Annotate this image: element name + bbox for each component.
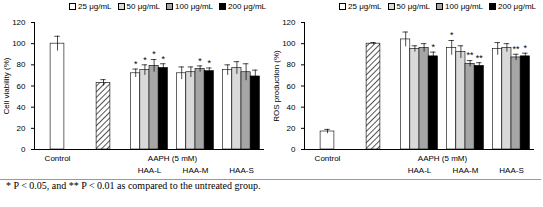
html-text:200 μg/mL: 200 μg/mL [228, 1, 266, 11]
svg-text:20: 20 [17, 124, 26, 133]
svg-text:*: * [143, 55, 147, 65]
svg-text:80: 80 [287, 60, 296, 69]
svg-text:120: 120 [12, 18, 26, 27]
svg-text:120: 120 [282, 18, 296, 27]
svg-text:40: 40 [287, 103, 296, 112]
svg-text:100: 100 [12, 39, 26, 48]
html-text:200 μg/mL: 200 μg/mL [498, 1, 536, 11]
svg-text:**: ** [476, 53, 484, 63]
html-text:25 μg/mL: 25 μg/mL [348, 1, 382, 11]
svg-text:*: * [152, 49, 156, 59]
html-text:50 μg/mL: 50 μg/mL [396, 1, 431, 11]
svg-text:*: * [162, 54, 166, 64]
html-text:50 μg/mL: 50 μg/mL [126, 1, 161, 11]
svg-text:60: 60 [17, 82, 26, 91]
svg-text:Control: Control [315, 154, 341, 163]
svg-text:60: 60 [287, 82, 296, 91]
svg-text:*: * [134, 59, 138, 69]
svg-text:HAA-S: HAA-S [229, 166, 253, 175]
svg-text:0: 0 [291, 145, 296, 154]
html-text:* P < 0.05, and ** P < 0.01 as: * P < 0.05, and ** P < 0.01 as compared … [6, 180, 261, 191]
svg-text:*: * [524, 43, 528, 53]
svg-text:HAA-L: HAA-L [138, 166, 162, 175]
svg-text:HAA-M: HAA-M [453, 166, 479, 175]
svg-text:*: * [450, 30, 454, 40]
svg-text:**: ** [467, 50, 475, 60]
svg-text:100: 100 [282, 39, 296, 48]
svg-text:HAA-S: HAA-S [499, 166, 523, 175]
svg-text:*: * [208, 58, 212, 68]
svg-text:80: 80 [17, 60, 26, 69]
svg-text:Control: Control [45, 154, 71, 163]
html-text:100 μg/mL: 100 μg/mL [175, 1, 213, 11]
svg-text:*: * [432, 42, 436, 52]
svg-text:**: ** [513, 44, 521, 54]
html-text:25 μg/mL: 25 μg/mL [78, 1, 112, 11]
svg-text:ROS production (%): ROS production (%) [272, 50, 281, 122]
svg-text:AAPH (5 mM): AAPH (5 mM) [148, 154, 198, 163]
svg-text:HAA-L: HAA-L [408, 166, 432, 175]
svg-text:40: 40 [17, 103, 26, 112]
svg-text:Cell viability (%): Cell viability (%) [2, 57, 11, 114]
html-text:100 μg/mL: 100 μg/mL [445, 1, 483, 11]
svg-text:0: 0 [21, 145, 26, 154]
svg-text:20: 20 [287, 124, 296, 133]
svg-text:*: * [198, 56, 202, 66]
svg-text:HAA-M: HAA-M [183, 166, 209, 175]
svg-text:AAPH (5 mM): AAPH (5 mM) [418, 154, 468, 163]
